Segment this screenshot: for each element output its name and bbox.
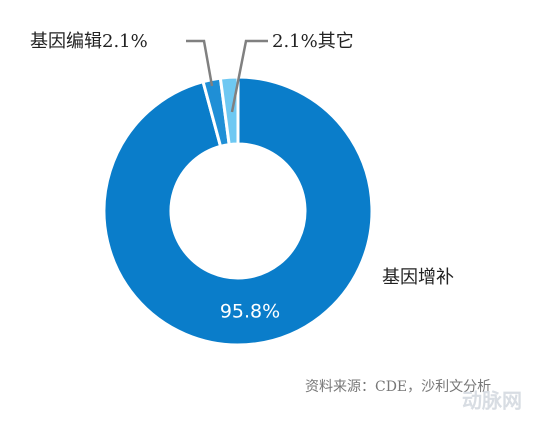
watermark: 动脉网 <box>462 389 522 413</box>
leader-line <box>186 39 214 87</box>
leader-line <box>230 39 268 113</box>
category-label: 基因增补 <box>382 267 454 288</box>
slice-label: 2.1%其它 <box>272 31 354 52</box>
slice-label: 基因编辑2.1% <box>30 31 148 52</box>
category-label: 其它 <box>318 31 354 52</box>
value-label: 2.1% <box>272 31 318 52</box>
donut-slice <box>218 75 240 147</box>
value-label: 95.8% <box>220 301 280 323</box>
value-label: 2.1% <box>102 31 148 52</box>
source-note: 资料来源：CDE，沙利文分析 <box>305 379 491 395</box>
category-label: 基因编辑 <box>30 31 102 52</box>
slices <box>102 75 374 347</box>
donut-slice <box>102 75 374 347</box>
